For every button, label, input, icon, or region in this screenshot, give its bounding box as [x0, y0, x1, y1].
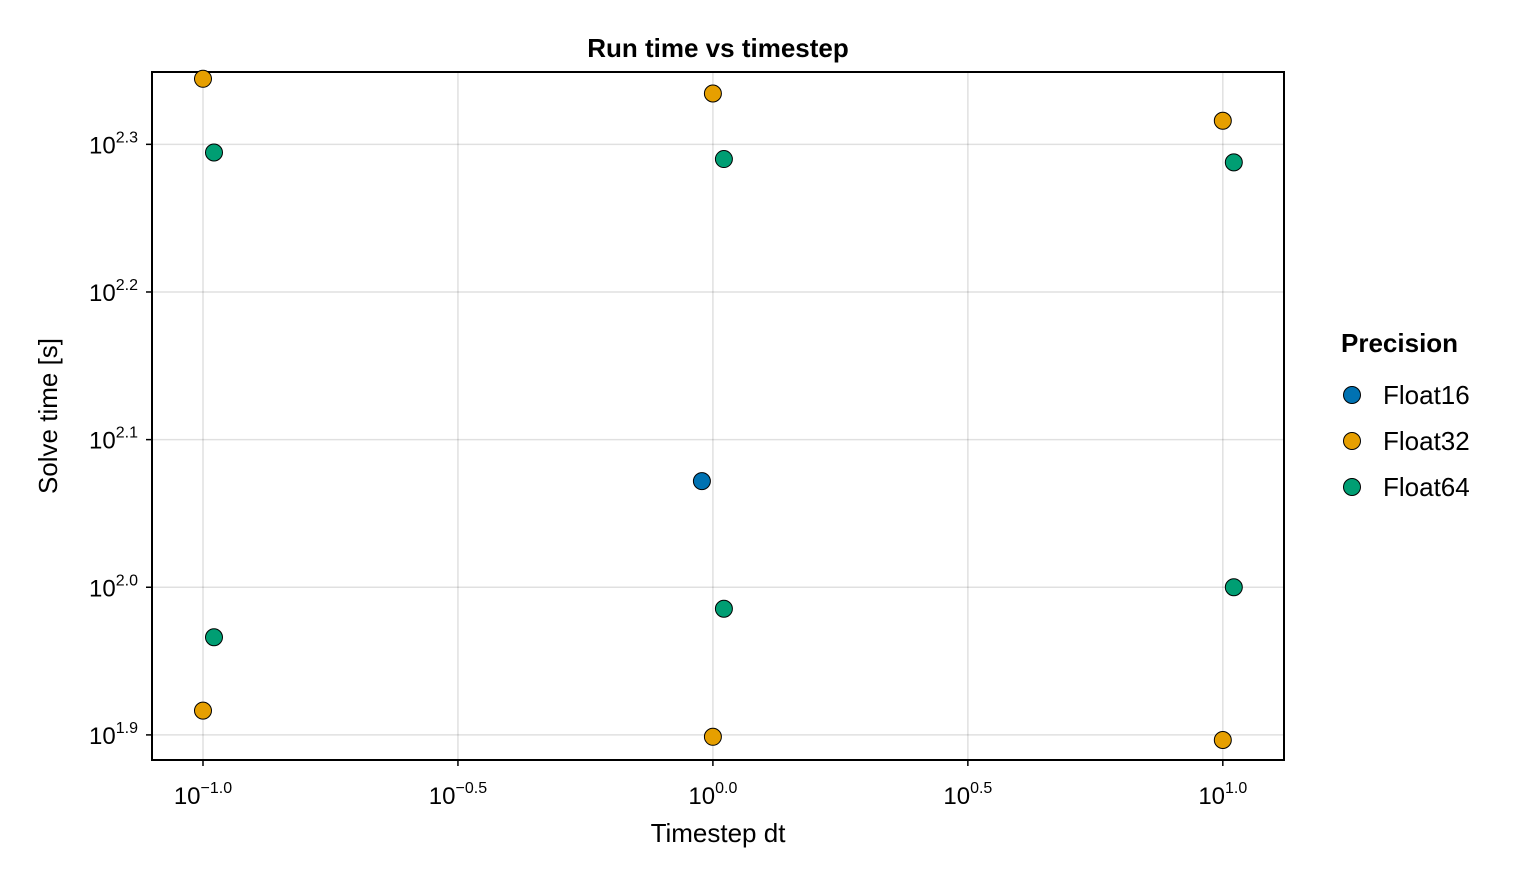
float32-point	[1213, 111, 1232, 130]
float64-point	[1224, 153, 1243, 172]
y-tick-exponent: 2.0	[116, 572, 138, 589]
legend-marker-float16	[1343, 386, 1361, 404]
legend-marker-float64	[1343, 478, 1361, 496]
x-tick-base: 10	[429, 783, 456, 810]
x-tick-label: 100.5	[943, 780, 992, 810]
float32-point	[193, 701, 212, 720]
x-tick-base: 10	[1198, 783, 1225, 810]
y-tick-base: 10	[89, 132, 116, 159]
float64-point	[1224, 578, 1243, 597]
x-tick-exponent: 0.0	[715, 780, 737, 797]
chart-title: Run time vs timestep	[587, 33, 849, 63]
y-tick-label: 102.3	[89, 129, 138, 159]
x-tick-label: 101.0	[1198, 780, 1247, 810]
legend-marker-float32	[1343, 432, 1361, 450]
y-tick-exponent: 2.1	[116, 425, 138, 442]
y-tick-exponent: 2.2	[116, 277, 138, 294]
float32-point	[703, 84, 722, 103]
float64-point	[714, 150, 733, 169]
legend-label-float64: Float64	[1383, 472, 1470, 502]
float16-point	[692, 472, 711, 491]
y-tick-label: 101.9	[89, 720, 138, 750]
x-tick-base: 10	[174, 783, 201, 810]
y-tick-base: 10	[89, 575, 116, 602]
float64-point	[204, 143, 223, 162]
legend-label-float16: Float16	[1383, 380, 1470, 410]
legend-label-float32: Float32	[1383, 426, 1470, 456]
x-tick-base: 10	[943, 783, 970, 810]
x-tick-label: 10−0.5	[429, 780, 487, 810]
y-tick-base: 10	[89, 723, 116, 750]
plot-frame	[151, 71, 1285, 761]
points-layer	[193, 69, 1243, 750]
x-tick-base: 10	[688, 783, 715, 810]
legend-item-float32: Float32	[1343, 426, 1470, 456]
float32-point	[193, 69, 212, 88]
grid-layer	[152, 72, 1284, 760]
y-tick-label: 102.1	[89, 425, 138, 455]
float32-point	[703, 727, 722, 746]
x-tick-label: 100.0	[688, 780, 737, 810]
ticks-layer: 10−1.0 10−0.5 100.0 100.5 101.0101.9102.0102…	[89, 129, 1247, 810]
x-tick-exponent: 0.5	[970, 780, 992, 797]
x-tick-exponent: −0.5	[456, 780, 488, 797]
y-tick-exponent: 1.9	[116, 720, 138, 737]
y-tick-label: 102.0	[89, 572, 138, 602]
x-tick-label: 10−1.0	[174, 780, 232, 810]
legend-title: Precision	[1341, 328, 1458, 358]
x-tick-exponent: −1.0	[201, 780, 233, 797]
legend-items: Float16 Float32 Float64	[1343, 380, 1470, 502]
legend-item-float16: Float16	[1343, 380, 1470, 410]
y-axis-label: Solve time [s]	[33, 338, 63, 494]
y-tick-base: 10	[89, 428, 116, 455]
y-tick-base: 10	[89, 280, 116, 307]
y-tick-label: 102.2	[89, 277, 138, 307]
legend-item-float64: Float64	[1343, 472, 1470, 502]
x-tick-exponent: 1.0	[1225, 780, 1247, 797]
float64-point	[204, 628, 223, 647]
x-axis-label: Timestep dt	[651, 818, 787, 848]
y-tick-exponent: 2.3	[116, 129, 138, 146]
float64-point	[714, 599, 733, 618]
float32-point	[1213, 731, 1232, 750]
legend: Precision Float16 Float32 Float64	[1341, 328, 1470, 502]
